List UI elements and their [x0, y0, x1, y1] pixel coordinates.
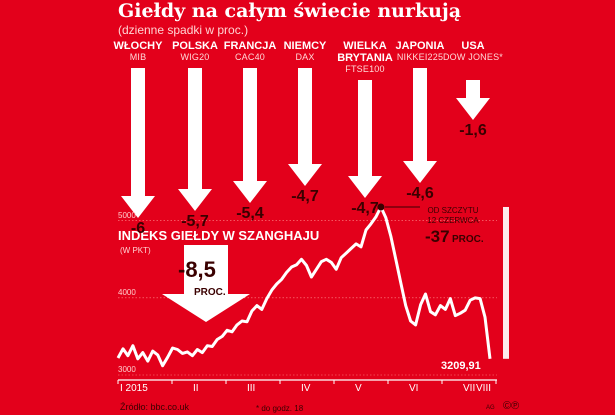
market-index: MIB	[129, 52, 147, 62]
peak-change-unit: PROC.	[452, 234, 484, 245]
page-subtitle: (dzienne spadki w proc.)	[118, 23, 249, 37]
copyright-icons: ©℗	[503, 400, 520, 412]
peak-drop-range-bar	[503, 206, 509, 359]
down-arrow-icon	[288, 68, 322, 186]
market-name: FRANCJA	[223, 40, 277, 52]
market-name: JAPONIA	[395, 40, 445, 52]
market-drop-value: -5,7	[181, 213, 209, 230]
credit-label: AG	[486, 405, 495, 411]
market-index: DAX	[295, 52, 315, 62]
x-tick-label: I 2015	[120, 383, 148, 394]
peak-label-line-1: OD SZCZYTU	[427, 206, 479, 215]
market-index: FTSE100	[345, 64, 385, 74]
market-index: WIG20	[180, 52, 210, 62]
down-arrow-icon	[456, 80, 490, 120]
market-index: NIKKEI225	[396, 52, 444, 62]
peak-label: OD SZCZYTU 12 CZERWCA	[422, 206, 484, 226]
market-header: USA DOW JONES*	[441, 40, 505, 63]
x-tick-label: III	[247, 383, 256, 394]
x-tick-label: V	[355, 383, 362, 394]
market-index: DOW JONES*	[442, 52, 503, 62]
market-header: WIELKA BRYTANIA FTSE100	[333, 40, 397, 75]
market-name: WŁOCHY	[113, 40, 163, 52]
down-arrow-icon	[178, 68, 212, 211]
y-tick-label: 5000	[118, 210, 136, 220]
y-tick-label: 3000	[118, 365, 136, 374]
time-note: * do godz. 18	[256, 404, 304, 413]
x-tick-label: VII	[463, 383, 476, 394]
market-header: POLSKA WIG20	[163, 40, 227, 63]
chart-title: INDEKS GIEŁDY W SZANGHAJU	[118, 228, 320, 243]
series-line	[116, 205, 492, 368]
down-arrow-icon	[233, 68, 267, 203]
chart-ylabel: (W PKT)	[120, 246, 151, 255]
market-drop-value: -4,6	[406, 185, 434, 202]
recent-drop-unit: PROC.	[194, 287, 226, 298]
market-drop-value: -5,4	[236, 205, 264, 222]
market-name: WIELKA BRYTANIA	[337, 40, 393, 64]
down-arrow-icon	[348, 80, 382, 198]
market-index: CAC40	[234, 52, 265, 62]
market-name: NIEMCY	[283, 40, 327, 52]
peak-marker	[377, 203, 385, 211]
market-name: POLSKA	[172, 40, 218, 52]
y-tick-label: 4000	[118, 287, 136, 297]
last-value-label: 3209,91	[441, 360, 481, 372]
market-header: WŁOCHY MIB	[106, 40, 170, 63]
down-arrow-icon	[403, 68, 437, 183]
x-tick-label: IV	[301, 383, 311, 394]
market-drop-value: -4,7	[351, 200, 379, 217]
market-drop-value: -1,6	[459, 122, 487, 139]
market-drop-value: -4,7	[291, 188, 319, 205]
recent-drop-value: -8,5	[178, 257, 216, 282]
peak-change-value: -37	[425, 227, 450, 246]
down-arrow-icon	[121, 68, 155, 218]
x-tick-label: VI	[409, 383, 419, 394]
big-down-arrow-icon	[162, 245, 250, 322]
x-tick-label: II	[193, 383, 199, 394]
market-drop-value: -6	[130, 220, 146, 237]
source-note: Źródło: bbc.co.uk	[120, 402, 190, 412]
market-name: USA	[461, 40, 485, 52]
market-header: JAPONIA NIKKEI225	[388, 40, 452, 63]
page-title: Giełdy na całym świecie nurkują	[118, 0, 462, 22]
peak-label-line-2: 12 CZERWCA	[427, 216, 479, 225]
x-tick-label: VIII	[476, 383, 492, 394]
market-header: FRANCJA CAC40	[218, 40, 282, 63]
market-header: NIEMCY DAX	[273, 40, 337, 63]
